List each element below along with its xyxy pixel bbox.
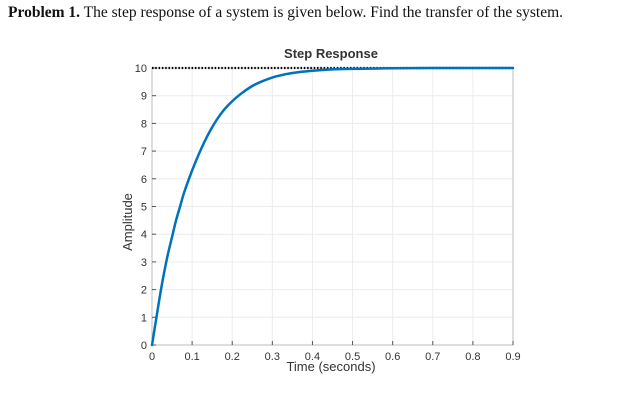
x-tick-label: 0.9 <box>505 351 520 363</box>
y-tick-label: 3 <box>141 257 147 269</box>
y-axis-label: Amplitude <box>120 193 135 251</box>
y-tick-label: 10 <box>135 63 147 75</box>
x-tick-label: 0 <box>149 351 155 363</box>
x-tick-label: 0.1 <box>184 351 199 363</box>
step-response-series-line <box>150 66 515 347</box>
y-tick-label: 6 <box>141 174 147 186</box>
chart-title: Step Response <box>284 46 378 61</box>
x-tick-label: 0.4 <box>305 351 320 363</box>
x-tick-label: 0.5 <box>345 351 360 363</box>
grid <box>151 67 514 346</box>
y-tick-label: 9 <box>141 91 147 103</box>
y-tick-label: 8 <box>141 118 147 130</box>
x-axis-label: Time (seconds) <box>286 359 375 374</box>
problem-statement: Problem 1. The step response of a system… <box>8 4 628 22</box>
x-tick-label: 0.7 <box>425 351 440 363</box>
y-tick-label: 2 <box>141 285 147 297</box>
y-tick-label: 4 <box>141 229 147 241</box>
x-tick-label: 0.8 <box>465 351 480 363</box>
problem-label: Problem 1. <box>8 4 81 21</box>
x-tick-label: 0.2 <box>225 351 240 363</box>
y-tick-label: 1 <box>141 312 147 324</box>
x-tick-label: 0.3 <box>265 351 280 363</box>
problem-text: The step response of a system is given b… <box>83 4 564 21</box>
axis-ticks: 0 0.1 0.2 0.3 0.4 0.5 0.6 0.7 0.8 0.9 0 1 2 3 4 5 6 7 8 9 10 <box>135 63 521 363</box>
y-tick-label: 7 <box>141 146 147 158</box>
y-tick-label: 0 <box>141 340 147 352</box>
x-tick-label: 0.6 <box>385 351 400 363</box>
series-group <box>150 66 515 347</box>
y-tick-label: 5 <box>141 202 147 214</box>
